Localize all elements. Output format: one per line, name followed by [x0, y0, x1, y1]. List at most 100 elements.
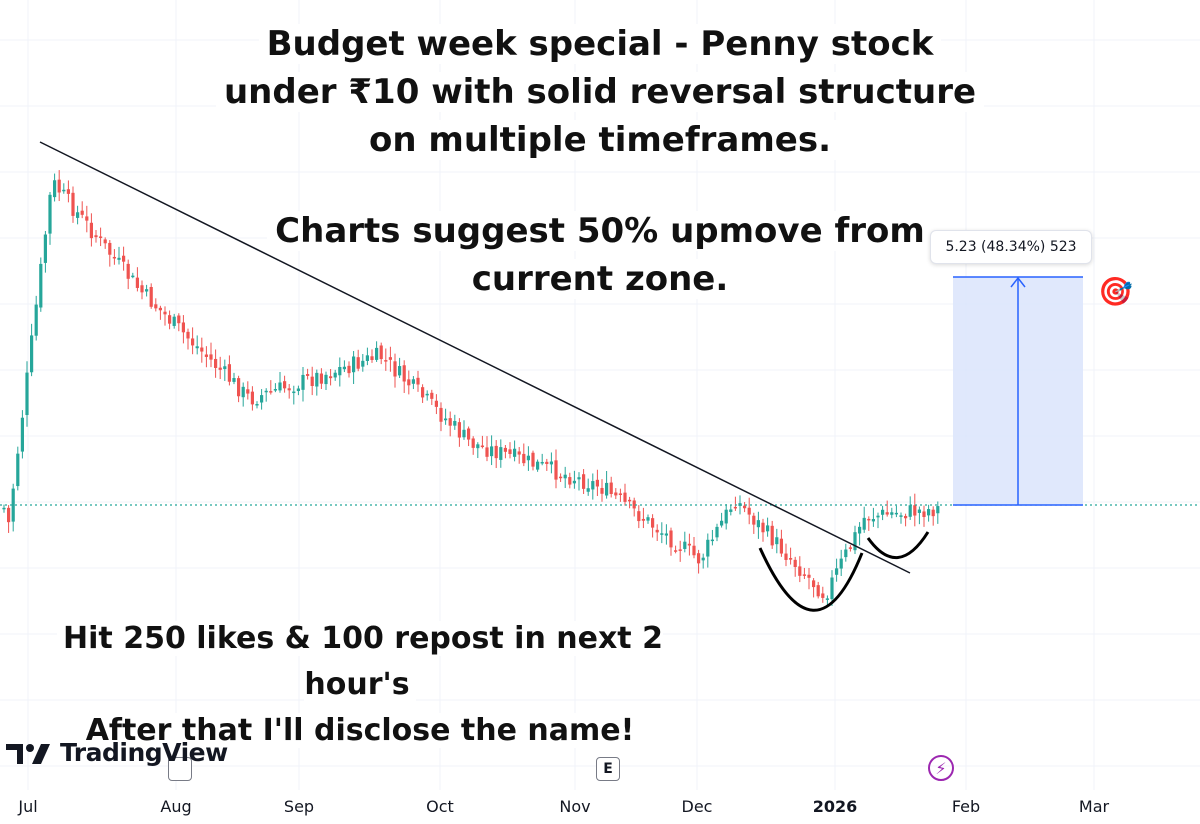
candle-down — [641, 518, 645, 521]
candle-down — [94, 235, 98, 238]
candle-down — [779, 538, 783, 554]
headline-block-1: Budget week special - Penny stock under … — [0, 20, 1200, 164]
candle-up — [476, 444, 480, 449]
candle-up — [775, 537, 779, 545]
candle-up — [333, 372, 337, 378]
candle-down — [246, 389, 250, 394]
candle-up — [425, 393, 429, 396]
candle-up — [62, 189, 66, 192]
candle-up — [296, 388, 300, 392]
cta-line-1: Hit 250 likes & 100 repost in next 2 hou… — [57, 621, 663, 702]
candle-down — [310, 376, 314, 387]
headline-line-2: under ₹10 with solid reversal structure — [215, 72, 985, 112]
candle-down — [522, 453, 526, 464]
candle-down — [237, 378, 241, 397]
candle-down — [269, 391, 273, 393]
candle-up — [536, 461, 540, 470]
candle-down — [651, 518, 655, 528]
candle-down — [784, 553, 788, 560]
candle-down — [559, 476, 563, 479]
candlestick-series — [2, 170, 940, 606]
candle-down — [209, 354, 213, 360]
candle-down — [122, 255, 126, 262]
candle-down — [798, 566, 802, 576]
candle-down — [439, 407, 443, 422]
candle-down — [7, 507, 11, 523]
headline-line-4: Charts suggest 50% upmove from — [267, 211, 933, 251]
candle-down — [848, 547, 852, 549]
tradingview-logo[interactable]: TradingView — [6, 738, 228, 767]
dividend-badge-icon[interactable] — [168, 757, 192, 781]
candle-down — [655, 529, 659, 533]
candle-down — [407, 379, 411, 386]
candle-up — [862, 517, 866, 530]
candle-down — [595, 479, 599, 487]
trendline[interactable] — [39, 141, 911, 574]
candle-down — [913, 505, 917, 516]
tradingview-mark-icon — [6, 743, 50, 764]
candle-down — [200, 347, 204, 352]
candle-up — [899, 515, 903, 517]
candle-up — [499, 447, 503, 460]
candle-up — [48, 194, 52, 234]
candle-down — [467, 428, 471, 440]
candle-down — [250, 391, 254, 405]
x-tick-label: Dec — [681, 797, 713, 816]
headline-block-2: Charts suggest 50% upmove from current z… — [0, 207, 1200, 303]
candle-down — [99, 236, 103, 238]
candle-up — [278, 382, 282, 391]
candle-down — [789, 558, 793, 560]
cta-line-2: After that I'll disclose the name! — [79, 713, 641, 748]
candle-up — [563, 474, 567, 479]
candle-down — [319, 373, 323, 384]
candle-down — [674, 550, 678, 552]
candle-down — [108, 242, 112, 255]
candle-up — [894, 512, 898, 515]
candle-down — [637, 511, 641, 522]
candle-down — [181, 322, 185, 333]
candle-up — [853, 532, 857, 551]
earnings-badge[interactable]: E — [596, 757, 620, 781]
x-tick-label: Mar — [1078, 797, 1110, 816]
candle-down — [283, 381, 287, 389]
candle-down — [140, 285, 144, 293]
x-tick-label: Nov — [559, 797, 591, 816]
candle-down — [158, 307, 162, 311]
candle-up — [936, 506, 940, 514]
x-tick-label: Jul — [18, 797, 38, 816]
candle-up — [706, 539, 710, 557]
headline-line-3: on multiple timeframes. — [360, 120, 840, 160]
candle-down — [816, 585, 820, 597]
candle-down — [89, 222, 93, 239]
candle-down — [697, 553, 701, 564]
candle-down — [614, 492, 618, 496]
candle-up — [683, 541, 687, 549]
x-tick-label: Feb — [951, 797, 981, 816]
candle-down — [628, 499, 632, 502]
candle-down — [609, 482, 613, 494]
candle-up — [917, 509, 921, 513]
candle-down — [214, 358, 218, 368]
candle-down — [821, 593, 825, 598]
candle-up — [39, 263, 43, 308]
headline-line-5: current zone. — [463, 259, 737, 299]
candle-down — [545, 461, 549, 465]
candle-down — [733, 506, 737, 509]
candle-down — [287, 388, 291, 391]
candle-down — [393, 361, 397, 377]
candle-up — [844, 549, 848, 558]
candle-up — [232, 378, 236, 382]
candle-down — [85, 216, 89, 221]
candle-up — [131, 275, 135, 278]
measure-arrow-head — [1010, 276, 1026, 288]
candle-down — [71, 192, 75, 216]
candle-down — [793, 559, 797, 567]
candle-up — [462, 429, 466, 438]
candle-down — [632, 500, 636, 509]
candle-up — [715, 526, 719, 538]
candle-down — [57, 179, 61, 193]
lightning-icon[interactable]: ⚡ — [928, 755, 954, 781]
candle-up — [444, 418, 448, 421]
candle-down — [370, 356, 374, 360]
